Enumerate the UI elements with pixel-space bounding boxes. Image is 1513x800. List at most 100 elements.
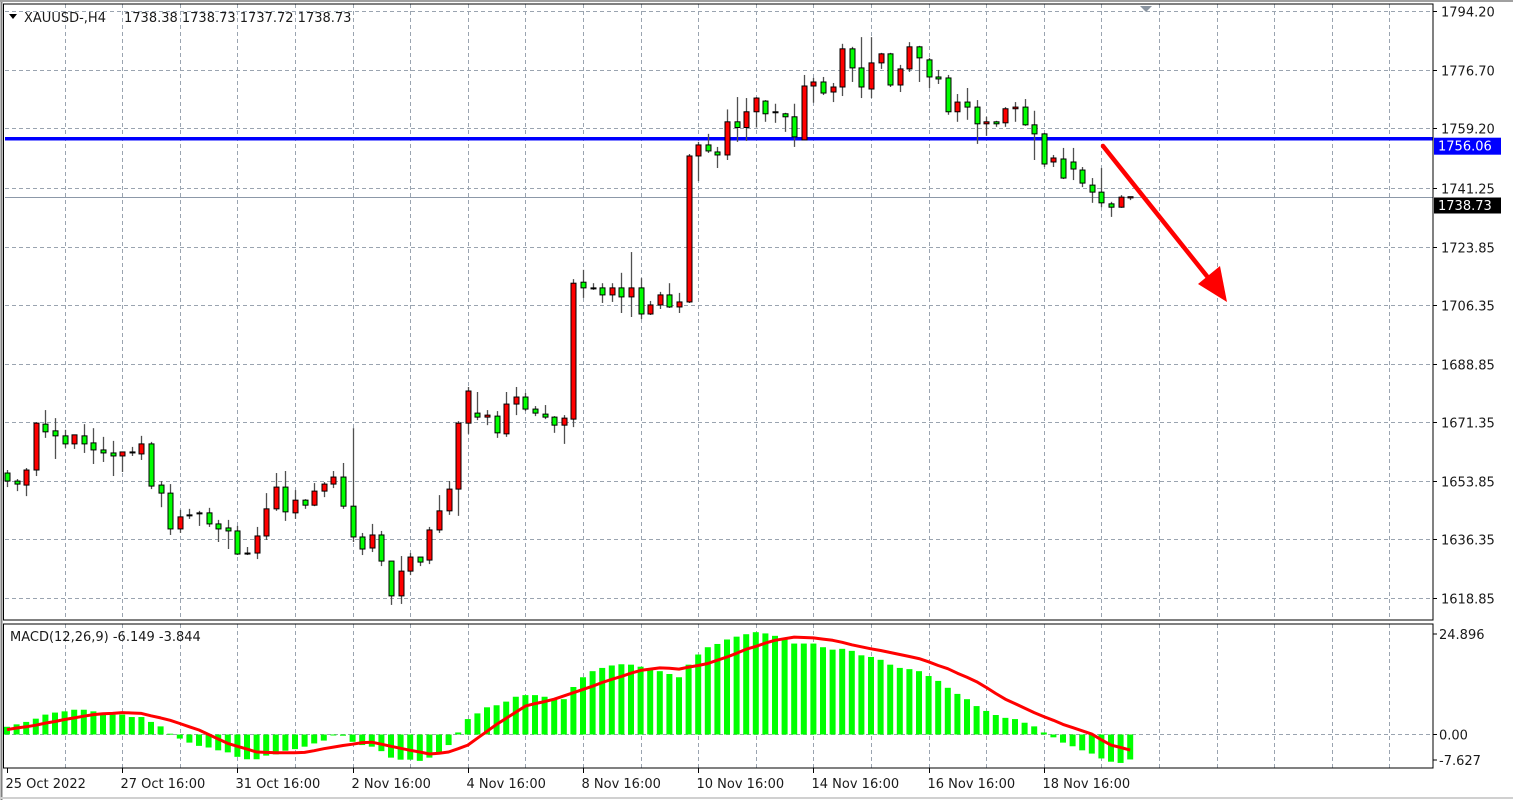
candle [503, 392, 510, 437]
candle-body [926, 59, 933, 78]
candle [119, 451, 126, 473]
candle [4, 470, 11, 488]
candle-body [628, 287, 635, 298]
candle [273, 473, 280, 511]
candle-body [590, 287, 597, 290]
macd-histogram-bar [608, 665, 615, 735]
macd-histogram-bar [426, 734, 433, 758]
candle-body [398, 570, 405, 597]
macd-histogram-bar [464, 719, 471, 735]
macd-title: MACD(12,26,9) -6.149 -3.844 [10, 630, 201, 645]
macd-histogram-bar [1012, 719, 1018, 735]
candle [791, 103, 798, 147]
candle-body [772, 111, 779, 114]
candle [1002, 107, 1009, 127]
candle-body [1070, 161, 1077, 170]
macd-histogram-bar [916, 671, 922, 735]
candle [1127, 196, 1134, 201]
candle [196, 510, 203, 526]
candle [810, 77, 817, 103]
candle-body [1089, 184, 1096, 193]
candle [206, 507, 213, 527]
arrow-head-icon [1198, 266, 1227, 302]
macd-histogram-bar [455, 732, 462, 735]
macd-histogram-bar [148, 721, 154, 735]
candle [244, 547, 251, 556]
candle [225, 519, 232, 550]
candle [148, 441, 155, 490]
candle [494, 411, 501, 438]
macd-histogram-bar [781, 638, 788, 735]
candle-body [244, 552, 251, 555]
macd-histogram-bar [637, 666, 644, 735]
candle [580, 269, 587, 298]
candle [321, 482, 328, 498]
time-axis-label: 31 Oct 16:00 [236, 777, 321, 792]
candle [916, 45, 923, 82]
candle-body [791, 116, 798, 138]
candle [542, 405, 549, 420]
chart-shift-marker-icon[interactable] [1140, 6, 1152, 12]
candle-body [321, 483, 328, 492]
candle-body [14, 480, 21, 485]
candle-body [263, 508, 270, 537]
candle-body [52, 430, 59, 437]
price-axis-label: 1759.20 [1441, 123, 1495, 138]
triangle-down-icon[interactable] [9, 14, 17, 19]
candle [417, 556, 424, 567]
candle [474, 392, 481, 421]
horizontal-level-line[interactable]: 1756.06 [5, 136, 1501, 198]
macd-histogram-bar [656, 671, 663, 735]
price-axis-label: 1706.35 [1441, 300, 1495, 315]
candle-body [196, 512, 203, 515]
macd-histogram-bar [541, 696, 548, 735]
macd-histogram-bar [1069, 734, 1076, 747]
candle [887, 52, 894, 87]
time-axis-label: 25 Oct 2022 [6, 777, 86, 792]
candle-body [417, 556, 424, 563]
candle [1118, 195, 1125, 208]
candle [1108, 201, 1115, 217]
time-axis-label: 14 Nov 16:00 [812, 777, 900, 792]
candle-body [1079, 169, 1086, 184]
macd-indicator [4, 632, 1134, 763]
candle-body [1002, 108, 1009, 124]
macd-histogram-bar [896, 667, 903, 735]
candle-body [849, 48, 856, 69]
down-arrow-annotation[interactable] [1100, 143, 1227, 302]
macd-histogram-bar [71, 709, 78, 735]
candle [388, 560, 395, 605]
macd-axis-label: 24.896 [1439, 628, 1485, 643]
macd-panel-frame [3, 623, 1434, 769]
candle-body [158, 484, 165, 494]
macd-histogram-bar [1021, 722, 1028, 735]
candle [369, 523, 376, 553]
macd-histogram-bar [493, 705, 500, 735]
macd-histogram-bar [877, 659, 884, 735]
candle [782, 112, 789, 132]
candle [138, 435, 145, 460]
symbol-label: XAUUSD-,H4 [24, 11, 106, 26]
candle-body [71, 434, 78, 445]
candle [551, 416, 558, 433]
candle [628, 252, 635, 318]
macd-histogram-bar [349, 734, 356, 742]
candle-body [522, 396, 529, 410]
price-axis-label: 1671.35 [1441, 417, 1495, 432]
candle [1098, 168, 1105, 208]
arrow-shaft[interactable] [1100, 143, 1217, 288]
candle [830, 82, 837, 103]
candle [993, 120, 1000, 127]
candle [81, 424, 88, 453]
macd-histogram-bar [416, 734, 423, 761]
candle-body [254, 535, 261, 554]
macd-histogram-bar [138, 717, 145, 735]
candle-body [302, 499, 309, 506]
price-axis-label: 1723.85 [1441, 242, 1495, 257]
candle [753, 97, 760, 128]
candle [110, 440, 117, 477]
candle-body [657, 294, 664, 306]
candle [561, 415, 568, 444]
macd-axis-label: 0.00 [1439, 729, 1468, 744]
